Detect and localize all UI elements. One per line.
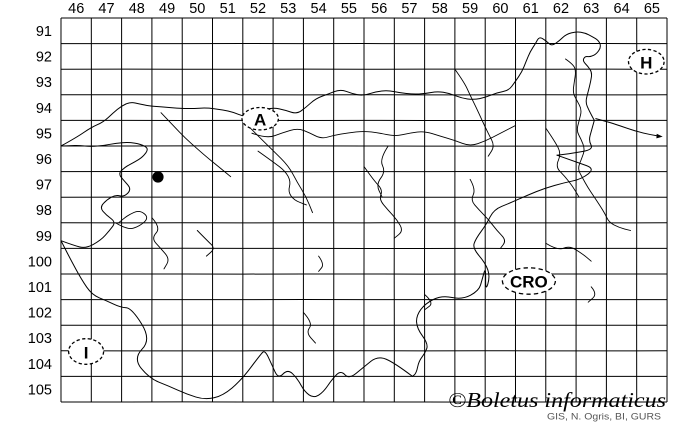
svg-text:98: 98: [36, 203, 52, 219]
svg-text:97: 97: [36, 178, 52, 194]
svg-text:46: 46: [68, 1, 84, 17]
svg-text:55: 55: [341, 1, 357, 17]
svg-text:54: 54: [311, 1, 327, 17]
svg-text:62: 62: [553, 1, 569, 17]
svg-text:61: 61: [523, 1, 539, 17]
svg-text:60: 60: [492, 1, 508, 17]
svg-text:53: 53: [280, 1, 296, 17]
svg-text:63: 63: [583, 1, 599, 17]
svg-text:94: 94: [36, 101, 52, 117]
svg-text:99: 99: [36, 229, 52, 245]
svg-text:I: I: [84, 343, 89, 362]
svg-text:100: 100: [28, 254, 52, 270]
svg-text:50: 50: [189, 1, 205, 17]
svg-text:103: 103: [28, 331, 52, 347]
svg-text:58: 58: [432, 1, 448, 17]
svg-text:91: 91: [36, 24, 52, 40]
svg-text:102: 102: [28, 306, 52, 322]
svg-text:59: 59: [462, 1, 478, 17]
svg-text:A: A: [254, 110, 266, 129]
svg-text:96: 96: [36, 152, 52, 168]
svg-text:49: 49: [159, 1, 175, 17]
svg-text:CRO: CRO: [510, 273, 548, 292]
svg-text:48: 48: [129, 1, 145, 17]
svg-text:52: 52: [250, 1, 266, 17]
svg-text:47: 47: [98, 1, 114, 17]
svg-text:101: 101: [28, 280, 52, 296]
svg-text:92: 92: [36, 50, 52, 66]
svg-text:65: 65: [644, 1, 660, 17]
svg-text:95: 95: [36, 126, 52, 142]
svg-text:105: 105: [28, 382, 52, 398]
svg-text:©Boletus informaticus: ©Boletus informaticus: [448, 388, 666, 412]
svg-text:56: 56: [371, 1, 387, 17]
svg-text:93: 93: [36, 75, 52, 91]
svg-text:104: 104: [28, 357, 52, 373]
svg-text:57: 57: [401, 1, 417, 17]
svg-text:64: 64: [614, 1, 630, 17]
svg-text:H: H: [640, 54, 652, 73]
svg-text:51: 51: [220, 1, 236, 17]
svg-text:GIS, N. Ogris, BI, GURS: GIS, N. Ogris, BI, GURS: [547, 412, 661, 422]
